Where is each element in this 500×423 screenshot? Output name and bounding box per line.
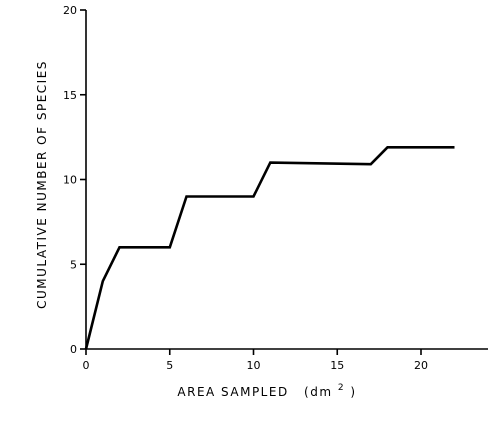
- x-axis-title-unit-sup: 2: [338, 383, 345, 393]
- x-tick-label-5: 5: [166, 359, 173, 372]
- x-axis-title-unit-close: ): [350, 385, 356, 399]
- x-axis-title-label: AREA SAMPLED: [177, 385, 288, 399]
- x-tick-label-10: 10: [247, 359, 261, 372]
- x-tick-label-15: 15: [330, 359, 344, 372]
- series-line-cumulative-species: [84, 146, 455, 350]
- x-axis-title-unit: (dm: [304, 385, 333, 399]
- x-tick-label-20: 20: [414, 359, 428, 372]
- y-axis-title: CUMULATIVE NUMBER OF SPECIES: [35, 60, 49, 309]
- x-tick-label-0: 0: [83, 359, 90, 372]
- y-tick-label-5: 5: [70, 258, 77, 271]
- y-tick-label-0: 0: [70, 343, 77, 356]
- x-axis-ticks: 0 5 10 15 20: [83, 349, 428, 372]
- y-tick-label-20: 20: [63, 4, 77, 17]
- y-tick-label-15: 15: [63, 89, 77, 102]
- y-axis-ticks: 0 5 10 15 20: [63, 4, 86, 356]
- x-axis-title: AREA SAMPLED (dm 2 ): [177, 379, 356, 399]
- y-tick-label-10: 10: [63, 174, 77, 187]
